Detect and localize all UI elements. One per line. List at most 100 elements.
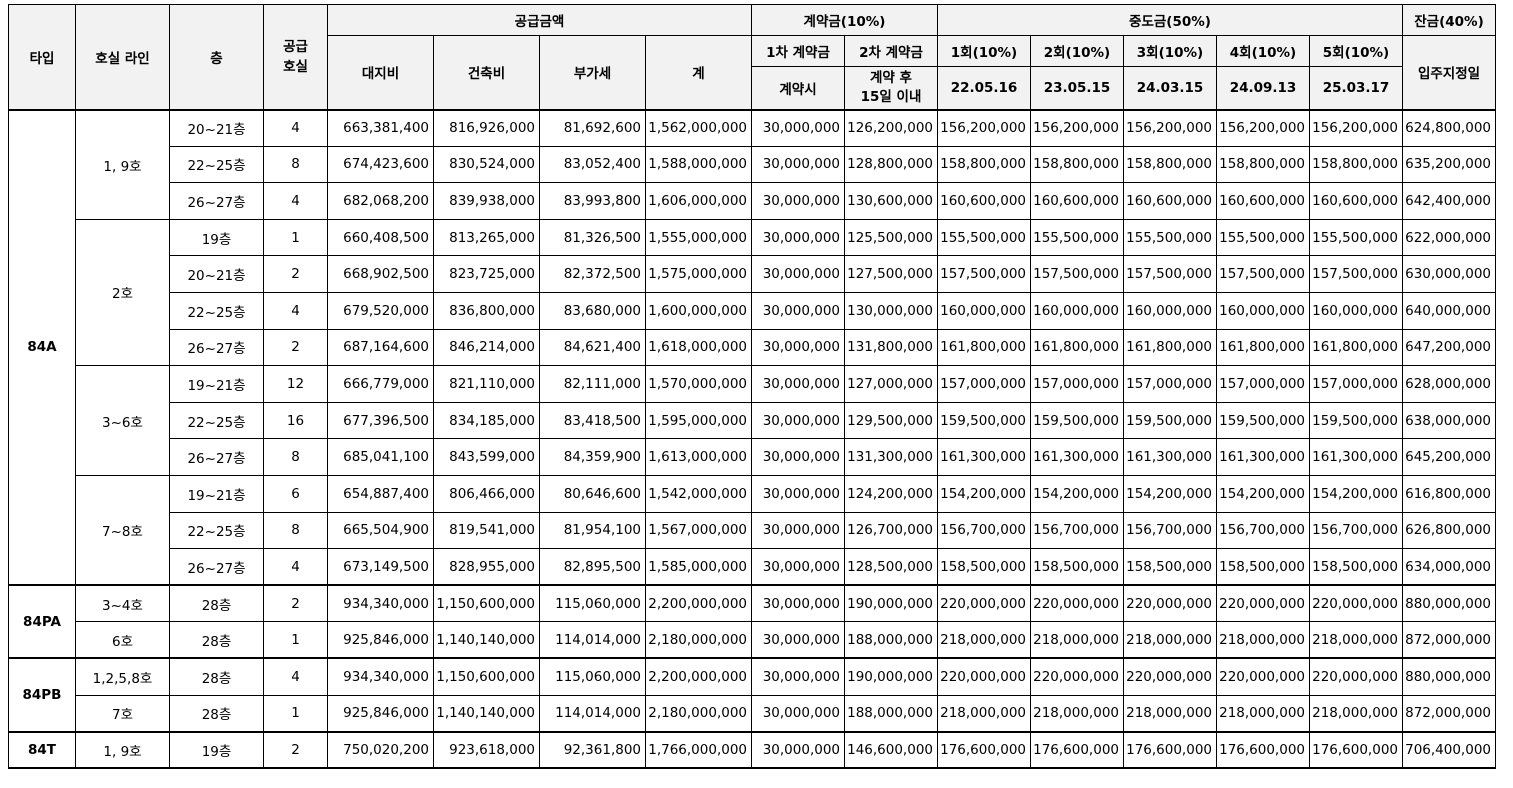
floor-cell: 22~25층 [169, 401, 264, 440]
vat-cell: 84,359,900 [539, 438, 646, 476]
m1-cell: 161,300,000 [937, 438, 1031, 476]
floor-cell: 26~27층 [169, 182, 264, 220]
bal-cell: 622,000,000 [1402, 218, 1496, 257]
units-cell: 4 [263, 109, 328, 147]
table-row: 22~25층 8 665,504,900 819,541,000 81,954,100 1… [9, 511, 1496, 550]
total-cell: 1,567,000,000 [645, 511, 752, 550]
floor-cell: 28층 [169, 694, 264, 733]
m5-cell: 157,500,000 [1309, 255, 1403, 293]
line-cell: 1, 9호 [75, 109, 170, 220]
floor-cell: 22~25층 [169, 145, 264, 184]
land-cell: 750,020,200 [327, 731, 434, 770]
vat-cell: 114,014,000 [539, 694, 646, 733]
land-cell: 668,902,500 [327, 255, 434, 293]
m4-cell: 156,200,000 [1216, 109, 1310, 147]
m1-cell: 218,000,000 [937, 694, 1031, 733]
m2-cell: 158,800,000 [1030, 145, 1124, 184]
total-cell: 1,570,000,000 [645, 365, 752, 403]
m3-cell: 158,500,000 [1123, 548, 1217, 587]
vat-cell: 84,621,400 [539, 328, 646, 367]
header-middle: 중도금(50%) [937, 4, 1403, 36]
vat-cell: 115,060,000 [539, 657, 646, 696]
header-building: 건축비 [433, 35, 540, 111]
header-m5-date: 25.03.17 [1309, 66, 1403, 111]
table-row: 84PB 1,2,5,8호 28층 4 934,340,000 1,150,600,000… [8, 657, 1496, 733]
floor-cell: 20~21층 [169, 255, 264, 293]
building-cell: 1,140,140,000 [433, 621, 540, 660]
bal-cell: 626,800,000 [1402, 511, 1496, 550]
units-cell: 1 [263, 621, 328, 660]
units-cell: 6 [263, 474, 328, 513]
bal-cell: 647,200,000 [1402, 328, 1496, 367]
c1-cell: 30,000,000 [751, 145, 845, 184]
header-m1: 1회(10%) [937, 35, 1031, 67]
m1-cell: 154,200,000 [937, 474, 1031, 513]
table-row: 3~6호 19~21층 12 666,779,000 821,110,000 82,111… [9, 365, 1496, 476]
m3-cell: 220,000,000 [1123, 657, 1217, 696]
bal-cell: 638,000,000 [1402, 401, 1496, 440]
m5-cell: 158,500,000 [1309, 548, 1403, 587]
m2-cell: 154,200,000 [1030, 474, 1124, 513]
c2-cell: 190,000,000 [844, 584, 938, 623]
header-vat: 부가세 [539, 35, 646, 111]
m1-cell: 155,500,000 [937, 218, 1031, 257]
land-cell: 654,887,400 [327, 474, 434, 513]
line-cell: 1, 9호 [75, 731, 170, 770]
units-cell: 8 [263, 438, 328, 476]
header-type: 타입 [8, 4, 76, 111]
c1-cell: 30,000,000 [751, 474, 845, 513]
units-cell: 1 [263, 694, 328, 733]
header-m2-date: 23.05.15 [1030, 66, 1124, 111]
c2-cell: 131,300,000 [844, 438, 938, 476]
line-cell: 6호 [75, 621, 170, 660]
bal-cell: 640,000,000 [1402, 291, 1496, 330]
total-cell: 1,575,000,000 [645, 255, 752, 293]
m3-cell: 157,500,000 [1123, 255, 1217, 293]
c1-cell: 30,000,000 [751, 694, 845, 733]
line-cell: 7호 [75, 694, 170, 733]
c2-cell: 127,000,000 [844, 365, 938, 403]
m2-cell: 157,500,000 [1030, 255, 1124, 293]
building-cell: 839,938,000 [433, 182, 540, 220]
c2-cell: 130,000,000 [844, 291, 938, 330]
line-cell: 7~8호 [75, 474, 170, 587]
header-line: 호실 라인 [75, 4, 170, 111]
m2-cell: 156,700,000 [1030, 511, 1124, 550]
m4-cell: 155,500,000 [1216, 218, 1310, 257]
m2-cell: 220,000,000 [1030, 657, 1124, 696]
floor-cell: 22~25층 [169, 291, 264, 330]
building-cell: 806,466,000 [433, 474, 540, 513]
m3-cell: 176,600,000 [1123, 731, 1217, 770]
m2-cell: 156,200,000 [1030, 109, 1124, 147]
bal-cell: 616,800,000 [1402, 474, 1496, 513]
total-cell: 1,595,000,000 [645, 401, 752, 440]
vat-cell: 82,372,500 [539, 255, 646, 293]
m1-cell: 220,000,000 [937, 584, 1031, 623]
table-row: 6호 28층 1 925,846,000 1,140,140,000 114,014,00… [9, 621, 1496, 660]
total-cell: 1,600,000,000 [645, 291, 752, 330]
land-cell: 682,068,200 [327, 182, 434, 220]
total-cell: 2,180,000,000 [645, 694, 752, 733]
building-cell: 813,265,000 [433, 218, 540, 257]
c1-cell: 30,000,000 [751, 255, 845, 293]
m2-cell: 160,600,000 [1030, 182, 1124, 220]
m4-cell: 158,800,000 [1216, 145, 1310, 184]
land-cell: 673,149,500 [327, 548, 434, 587]
m1-cell: 157,500,000 [937, 255, 1031, 293]
table-row: 7호 28층 1 925,846,000 1,140,140,000 114,014,00… [9, 694, 1496, 733]
m2-cell: 161,300,000 [1030, 438, 1124, 476]
units-cell: 8 [263, 511, 328, 550]
units-cell: 4 [263, 548, 328, 587]
m5-cell: 156,200,000 [1309, 109, 1403, 147]
m3-cell: 161,800,000 [1123, 328, 1217, 367]
bal-cell: 645,200,000 [1402, 438, 1496, 476]
c1-cell: 30,000,000 [751, 182, 845, 220]
total-cell: 1,588,000,000 [645, 145, 752, 184]
table-row: 26~27층 4 673,149,500 828,955,000 82,895,500 1… [9, 548, 1496, 587]
m3-cell: 218,000,000 [1123, 621, 1217, 660]
total-cell: 1,766,000,000 [645, 731, 752, 770]
m1-cell: 157,000,000 [937, 365, 1031, 403]
units-cell: 4 [263, 182, 328, 220]
m2-cell: 218,000,000 [1030, 694, 1124, 733]
c1-cell: 30,000,000 [751, 511, 845, 550]
